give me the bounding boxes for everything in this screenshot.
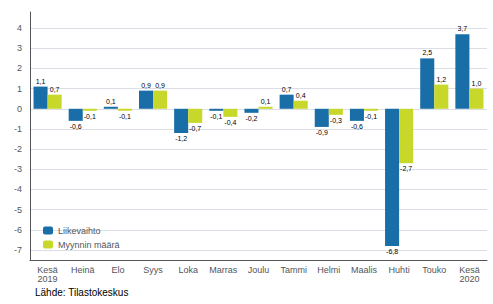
svg-text:Maalis: Maalis: [351, 265, 378, 275]
svg-text:Lähde: Tilastokeskus: Lähde: Tilastokeskus: [35, 287, 128, 298]
svg-text:Huhti: Huhti: [389, 265, 410, 275]
svg-text:-4: -4: [14, 184, 22, 194]
svg-text:1,1: 1,1: [36, 78, 46, 85]
svg-text:-2,7: -2,7: [400, 165, 412, 172]
svg-text:Touko: Touko: [422, 265, 446, 275]
svg-text:Heinä: Heinä: [71, 265, 95, 275]
svg-text:Loka: Loka: [178, 265, 198, 275]
svg-text:-0,1: -0,1: [210, 113, 222, 120]
svg-text:0,9: 0,9: [155, 82, 165, 89]
svg-text:0,4: 0,4: [296, 92, 306, 99]
svg-text:Syys: Syys: [143, 265, 163, 275]
svg-text:2020: 2020: [459, 274, 479, 284]
svg-text:Kesä: Kesä: [37, 264, 58, 275]
svg-text:-3: -3: [14, 164, 22, 174]
svg-text:-1,2: -1,2: [175, 135, 187, 142]
svg-text:0,7: 0,7: [50, 86, 60, 93]
svg-text:2,5: 2,5: [422, 49, 432, 56]
svg-text:-0,1: -0,1: [365, 113, 377, 120]
svg-text:4: 4: [17, 23, 22, 33]
svg-text:Kesä: Kesä: [459, 264, 480, 275]
svg-text:-0,1: -0,1: [119, 113, 131, 120]
svg-text:-2: -2: [14, 144, 22, 154]
svg-text:1,0: 1,0: [472, 80, 482, 87]
svg-text:3,7: 3,7: [458, 25, 468, 32]
svg-text:-0,3: -0,3: [330, 117, 342, 124]
svg-text:-0,2: -0,2: [245, 115, 257, 122]
svg-text:Tammi: Tammi: [280, 265, 307, 275]
svg-text:-0,7: -0,7: [189, 125, 201, 132]
svg-text:Myynnin määrä: Myynnin määrä: [58, 240, 120, 250]
svg-text:0,1: 0,1: [261, 98, 271, 105]
svg-text:Marras: Marras: [209, 265, 238, 275]
svg-text:0,9: 0,9: [141, 82, 151, 89]
svg-text:1: 1: [17, 84, 22, 94]
svg-text:0: 0: [17, 104, 22, 114]
svg-text:2: 2: [17, 63, 22, 73]
svg-text:-1: -1: [14, 124, 22, 134]
svg-text:-5: -5: [14, 205, 22, 215]
svg-text:Helmi: Helmi: [317, 265, 340, 275]
svg-text:0,1: 0,1: [106, 98, 116, 105]
svg-text:-6: -6: [14, 225, 22, 235]
svg-text:-6,8: -6,8: [386, 248, 398, 255]
svg-text:Joulu: Joulu: [248, 265, 270, 275]
svg-text:Elo: Elo: [111, 265, 124, 275]
svg-text:-7: -7: [14, 245, 22, 255]
svg-text:0,7: 0,7: [282, 86, 292, 93]
svg-text:Liikevaihto: Liikevaihto: [58, 226, 101, 236]
svg-text:-0,9: -0,9: [316, 129, 328, 136]
svg-text:-0,4: -0,4: [224, 119, 236, 126]
svg-text:3: 3: [17, 43, 22, 53]
svg-text:1,2: 1,2: [436, 76, 446, 83]
svg-text:2019: 2019: [38, 274, 58, 284]
svg-text:-0,6: -0,6: [351, 123, 363, 130]
svg-text:-0,1: -0,1: [84, 113, 96, 120]
svg-text:-0,6: -0,6: [70, 123, 82, 130]
